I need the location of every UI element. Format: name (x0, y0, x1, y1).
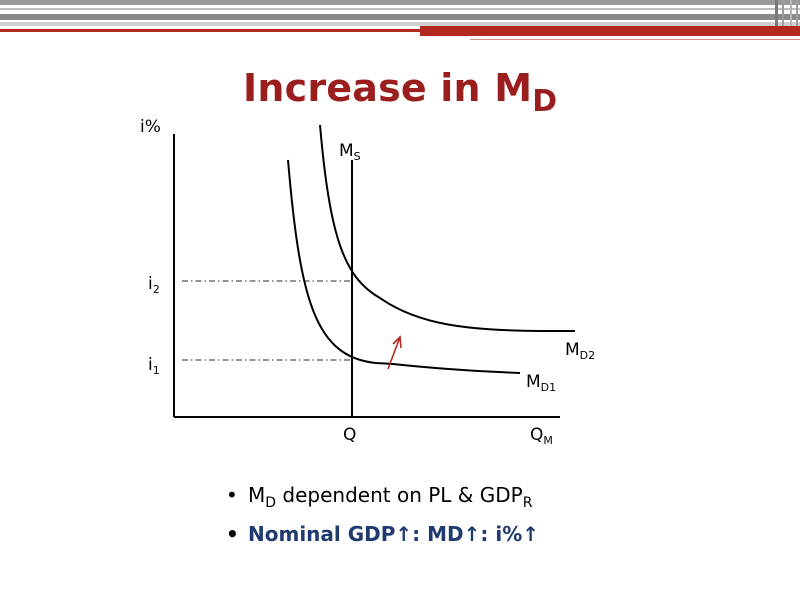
x-axis-label: QM (530, 425, 553, 447)
md2-curve (319, 124, 575, 332)
bullet-nominal-gdp: • Nominal GDP↑: MD↑: i%↑ (226, 519, 539, 550)
md1-label: MD1 (526, 372, 557, 394)
header-decoration (0, 0, 800, 40)
i2-label: i2 (148, 274, 160, 296)
shift-arrow (387, 335, 402, 370)
slide-title: Increase in MD (243, 66, 557, 119)
bullet-dot: • (226, 522, 239, 546)
q-label: Q (343, 425, 357, 445)
md2-label: MD2 (565, 340, 596, 362)
i1-label: i1 (148, 355, 160, 377)
y-axis-label: i% (140, 117, 161, 137)
ms-label: MS (339, 141, 361, 163)
bullet-md-dependency: • MD dependent on PL & GDPR (226, 480, 539, 519)
bullet-dot: • (226, 483, 238, 507)
md1-curve (287, 159, 521, 374)
title-text: Increase in M (243, 66, 533, 110)
bullet-list: • MD dependent on PL & GDPR • Nominal GDP↑… (226, 480, 539, 550)
title-subscript: D (532, 84, 558, 119)
